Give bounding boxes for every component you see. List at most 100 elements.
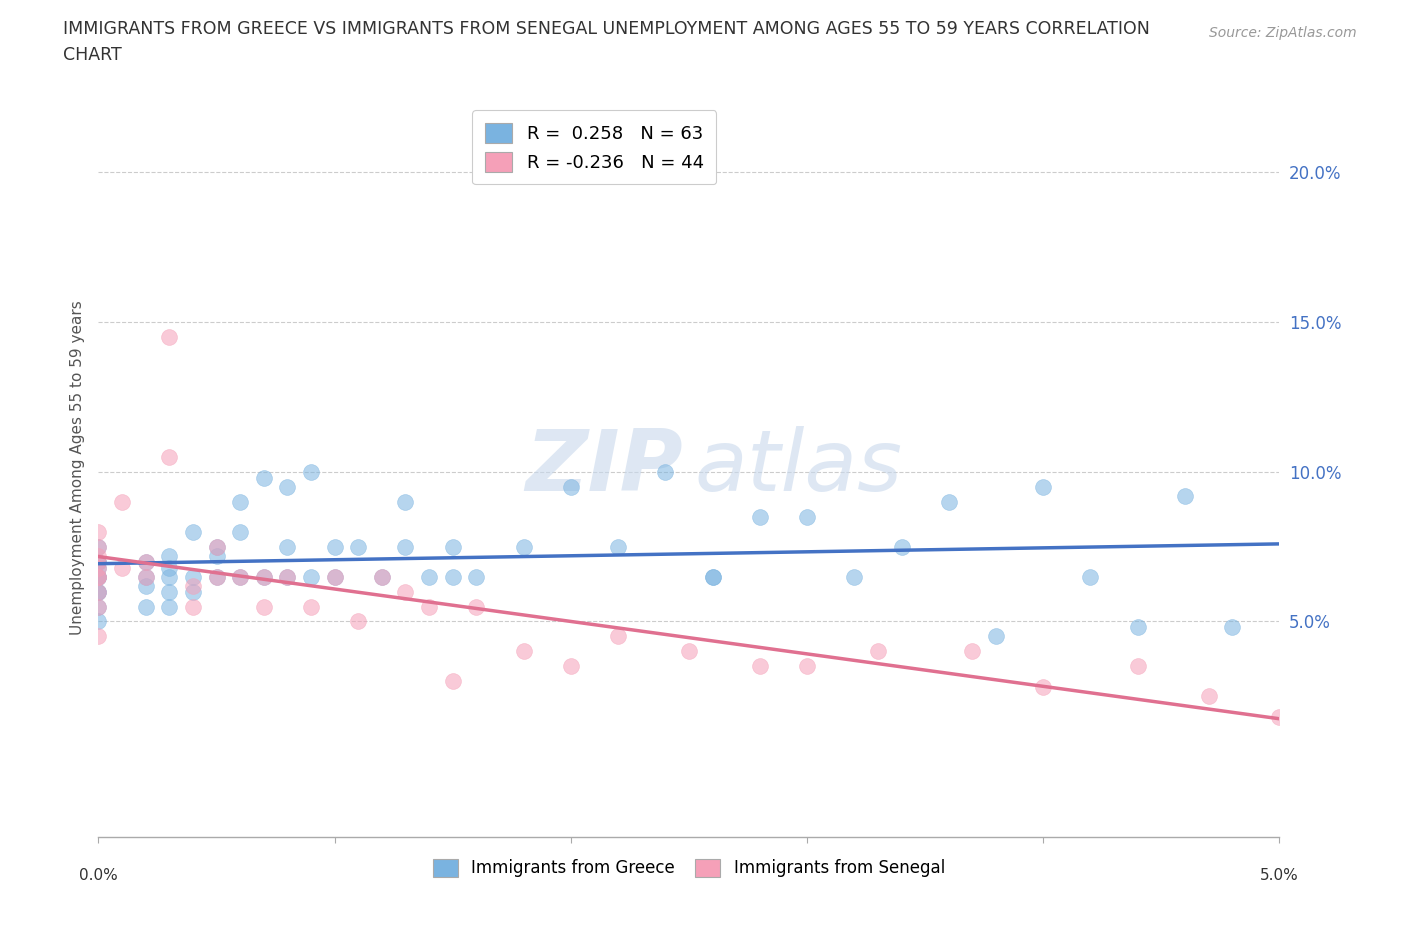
Point xyxy=(229,569,252,584)
Point xyxy=(181,599,204,614)
Point xyxy=(418,569,440,584)
Y-axis label: Unemployment Among Ages 55 to 59 years: Unemployment Among Ages 55 to 59 years xyxy=(69,300,84,634)
Point xyxy=(87,569,110,584)
Point xyxy=(87,548,110,563)
Point xyxy=(299,464,322,479)
Text: 0.0%: 0.0% xyxy=(79,868,118,883)
Point xyxy=(87,599,110,614)
Point xyxy=(938,495,960,510)
Point xyxy=(465,599,488,614)
Point xyxy=(607,539,630,554)
Point xyxy=(1198,689,1220,704)
Point xyxy=(87,539,110,554)
Point xyxy=(135,599,157,614)
Text: atlas: atlas xyxy=(695,426,903,509)
Point xyxy=(87,554,110,569)
Point xyxy=(111,560,134,575)
Point xyxy=(135,554,157,569)
Point xyxy=(87,525,110,539)
Text: Source: ZipAtlas.com: Source: ZipAtlas.com xyxy=(1209,26,1357,40)
Point xyxy=(229,569,252,584)
Text: CHART: CHART xyxy=(63,46,122,64)
Point xyxy=(87,599,110,614)
Point xyxy=(111,495,134,510)
Point xyxy=(418,599,440,614)
Point xyxy=(276,569,298,584)
Point xyxy=(157,584,180,599)
Point xyxy=(87,569,110,584)
Point xyxy=(394,495,416,510)
Point xyxy=(323,569,346,584)
Point xyxy=(87,554,110,569)
Point xyxy=(748,510,770,525)
Point xyxy=(181,569,204,584)
Legend: Immigrants from Greece, Immigrants from Senegal: Immigrants from Greece, Immigrants from … xyxy=(426,852,952,884)
Point xyxy=(157,569,180,584)
Point xyxy=(157,548,180,563)
Point xyxy=(87,560,110,575)
Point xyxy=(962,644,984,658)
Point xyxy=(205,569,228,584)
Point xyxy=(229,495,252,510)
Point xyxy=(253,471,276,485)
Point xyxy=(87,554,110,569)
Text: ZIP: ZIP xyxy=(526,426,683,509)
Point xyxy=(87,569,110,584)
Point xyxy=(323,569,346,584)
Point xyxy=(796,659,818,674)
Point xyxy=(87,629,110,644)
Point xyxy=(748,659,770,674)
Point xyxy=(135,569,157,584)
Point xyxy=(135,554,157,569)
Point xyxy=(323,539,346,554)
Point xyxy=(253,569,276,584)
Point xyxy=(276,569,298,584)
Point xyxy=(276,479,298,494)
Point xyxy=(1126,620,1149,635)
Point xyxy=(253,569,276,584)
Point xyxy=(1126,659,1149,674)
Point xyxy=(890,539,912,554)
Point xyxy=(560,479,582,494)
Point xyxy=(1220,620,1243,635)
Point xyxy=(87,560,110,575)
Point xyxy=(87,614,110,629)
Point xyxy=(441,539,464,554)
Point xyxy=(866,644,889,658)
Point xyxy=(87,584,110,599)
Point xyxy=(205,539,228,554)
Point xyxy=(87,569,110,584)
Point xyxy=(654,464,676,479)
Point xyxy=(394,584,416,599)
Point xyxy=(512,644,534,658)
Point xyxy=(253,599,276,614)
Point xyxy=(181,578,204,593)
Point xyxy=(1174,488,1197,503)
Point xyxy=(702,569,724,584)
Point xyxy=(1268,710,1291,724)
Point xyxy=(276,539,298,554)
Point xyxy=(371,569,394,584)
Point xyxy=(347,614,370,629)
Point xyxy=(560,659,582,674)
Point xyxy=(157,449,180,464)
Point xyxy=(181,525,204,539)
Point xyxy=(607,629,630,644)
Point xyxy=(157,599,180,614)
Point xyxy=(465,569,488,584)
Text: IMMIGRANTS FROM GREECE VS IMMIGRANTS FROM SENEGAL UNEMPLOYMENT AMONG AGES 55 TO : IMMIGRANTS FROM GREECE VS IMMIGRANTS FRO… xyxy=(63,20,1150,38)
Text: 5.0%: 5.0% xyxy=(1260,868,1299,883)
Point xyxy=(512,539,534,554)
Point xyxy=(135,569,157,584)
Point xyxy=(796,510,818,525)
Point xyxy=(205,539,228,554)
Point xyxy=(441,674,464,689)
Point xyxy=(205,569,228,584)
Point xyxy=(205,548,228,563)
Point xyxy=(1032,479,1054,494)
Point xyxy=(984,629,1007,644)
Point xyxy=(299,569,322,584)
Point xyxy=(157,329,180,344)
Point xyxy=(229,525,252,539)
Point xyxy=(157,560,180,575)
